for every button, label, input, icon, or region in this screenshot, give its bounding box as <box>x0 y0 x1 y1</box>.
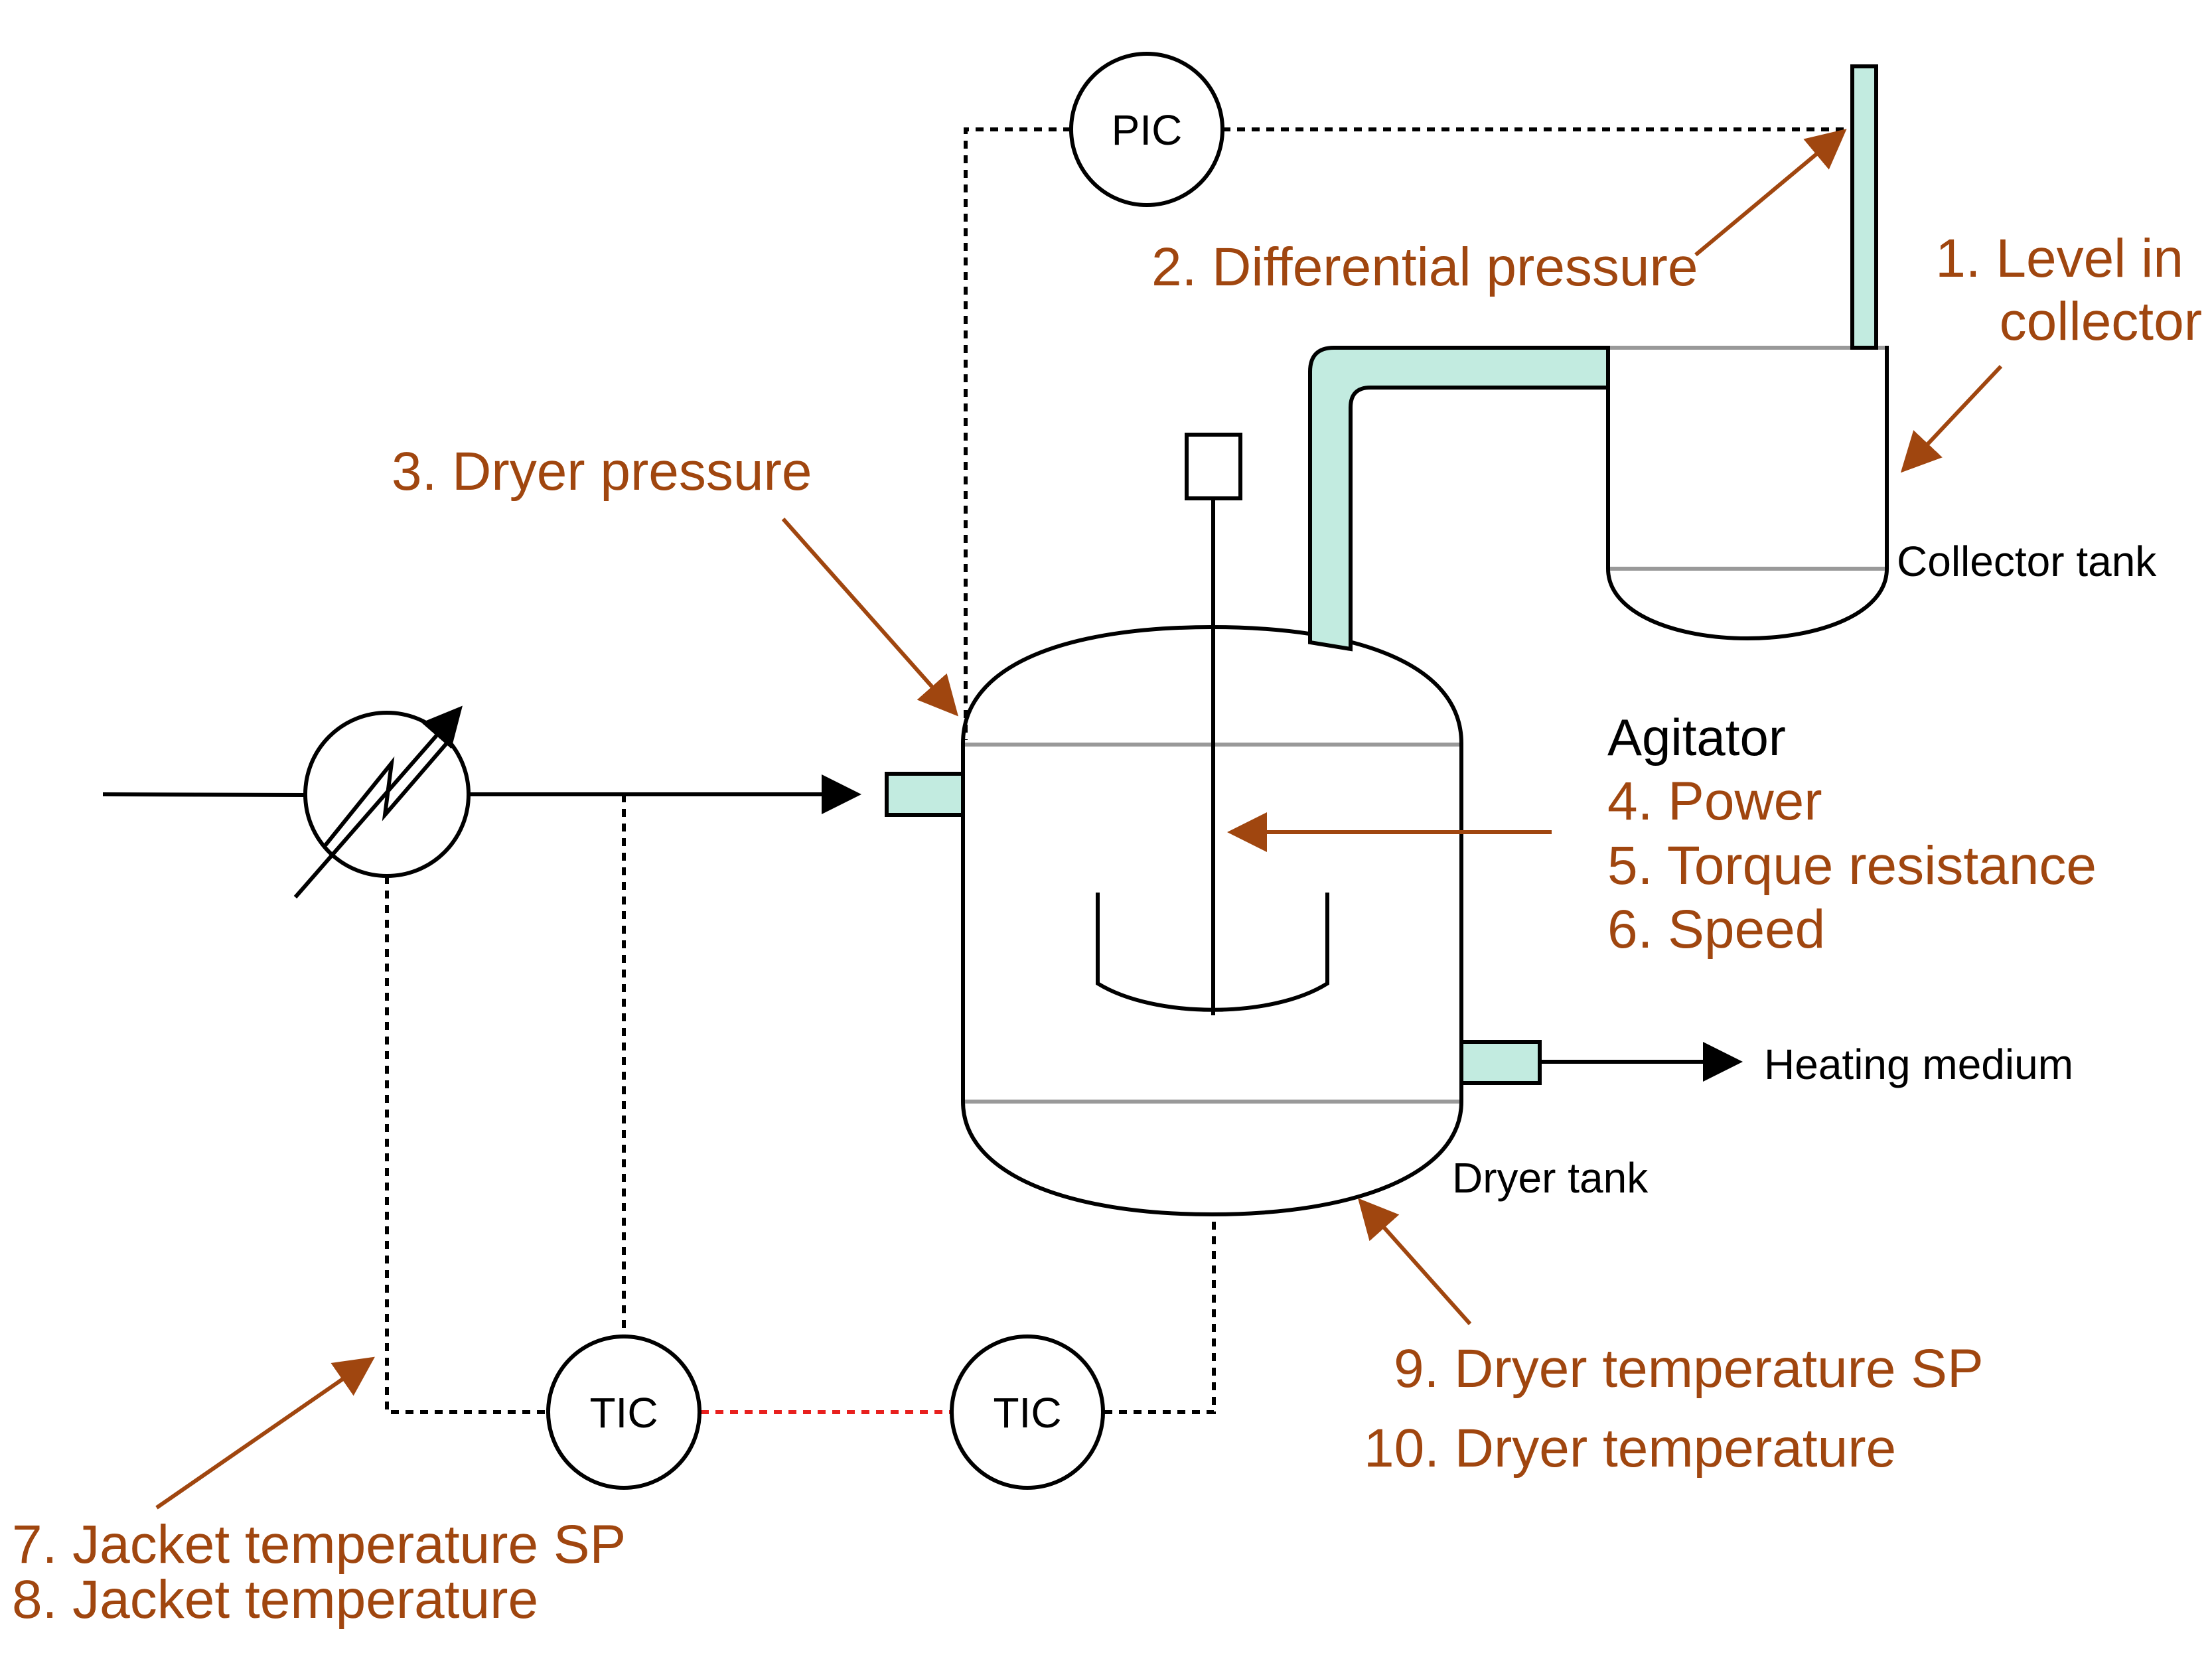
level-arrow <box>1900 364 2003 473</box>
heating-medium-label: Heating medium <box>1764 1041 2073 1088</box>
dryer-pressure-label: 3. Dryer pressure <box>392 441 812 502</box>
diff-pressure-label: 2. Differential pressure <box>1151 237 1698 297</box>
jacket-arrow <box>155 1356 375 1510</box>
level-label-line1: 1. Level in <box>1935 228 2183 289</box>
dryer-temp-sp-label: 9. Dryer temperature SP <box>1394 1338 1984 1399</box>
jacket-outlet-nozzle <box>1459 1040 1542 1085</box>
dryer-pressure-arrow <box>781 518 958 717</box>
agitator-motor <box>1185 433 1242 500</box>
level-label-line2: collector <box>2000 291 2202 352</box>
differential-pressure-leg <box>1850 64 1878 350</box>
pic-label: PIC <box>1112 106 1183 154</box>
dryer-temp-arrow <box>1358 1198 1472 1325</box>
speed-label: 6. Speed <box>1607 899 1825 960</box>
collector-tank-label: Collector tank <box>1897 538 2157 585</box>
dryer-temp-label: 10. Dryer temperature <box>1364 1418 1896 1479</box>
dryer-inlet-nozzle <box>885 772 965 817</box>
agitator-impeller <box>1096 893 1329 1012</box>
agitator-title: Agitator <box>1607 708 1786 766</box>
feed-line-in <box>102 792 306 797</box>
tic-right-label: TIC <box>993 1389 1061 1437</box>
agitator <box>1096 433 1329 1015</box>
jacket-temp-label: 8. Jacket temperature <box>12 1569 538 1630</box>
pic-signal-left <box>964 127 1071 740</box>
heat-exchanger <box>293 705 471 899</box>
vapor-pipe <box>1308 346 1610 652</box>
tic-instrument-left: TIC <box>546 1334 701 1490</box>
diff-pressure-arrow <box>1694 129 1847 257</box>
torque-label: 5. Torque resistance <box>1607 835 2097 896</box>
pic-instrument: PIC <box>1069 52 1224 207</box>
tic-signal-exchanger <box>385 876 547 1414</box>
tic-instrument-right: TIC <box>950 1334 1105 1490</box>
jacket-sp-label: 7. Jacket temperature SP <box>12 1514 626 1575</box>
power-label: 4. Power <box>1607 771 1822 831</box>
tic-signal-dryer <box>1104 1216 1216 1414</box>
tic-left-label: TIC <box>589 1389 658 1437</box>
dryer-tank-label: Dryer tank <box>1452 1154 1649 1202</box>
collector-tank <box>1606 346 1889 641</box>
